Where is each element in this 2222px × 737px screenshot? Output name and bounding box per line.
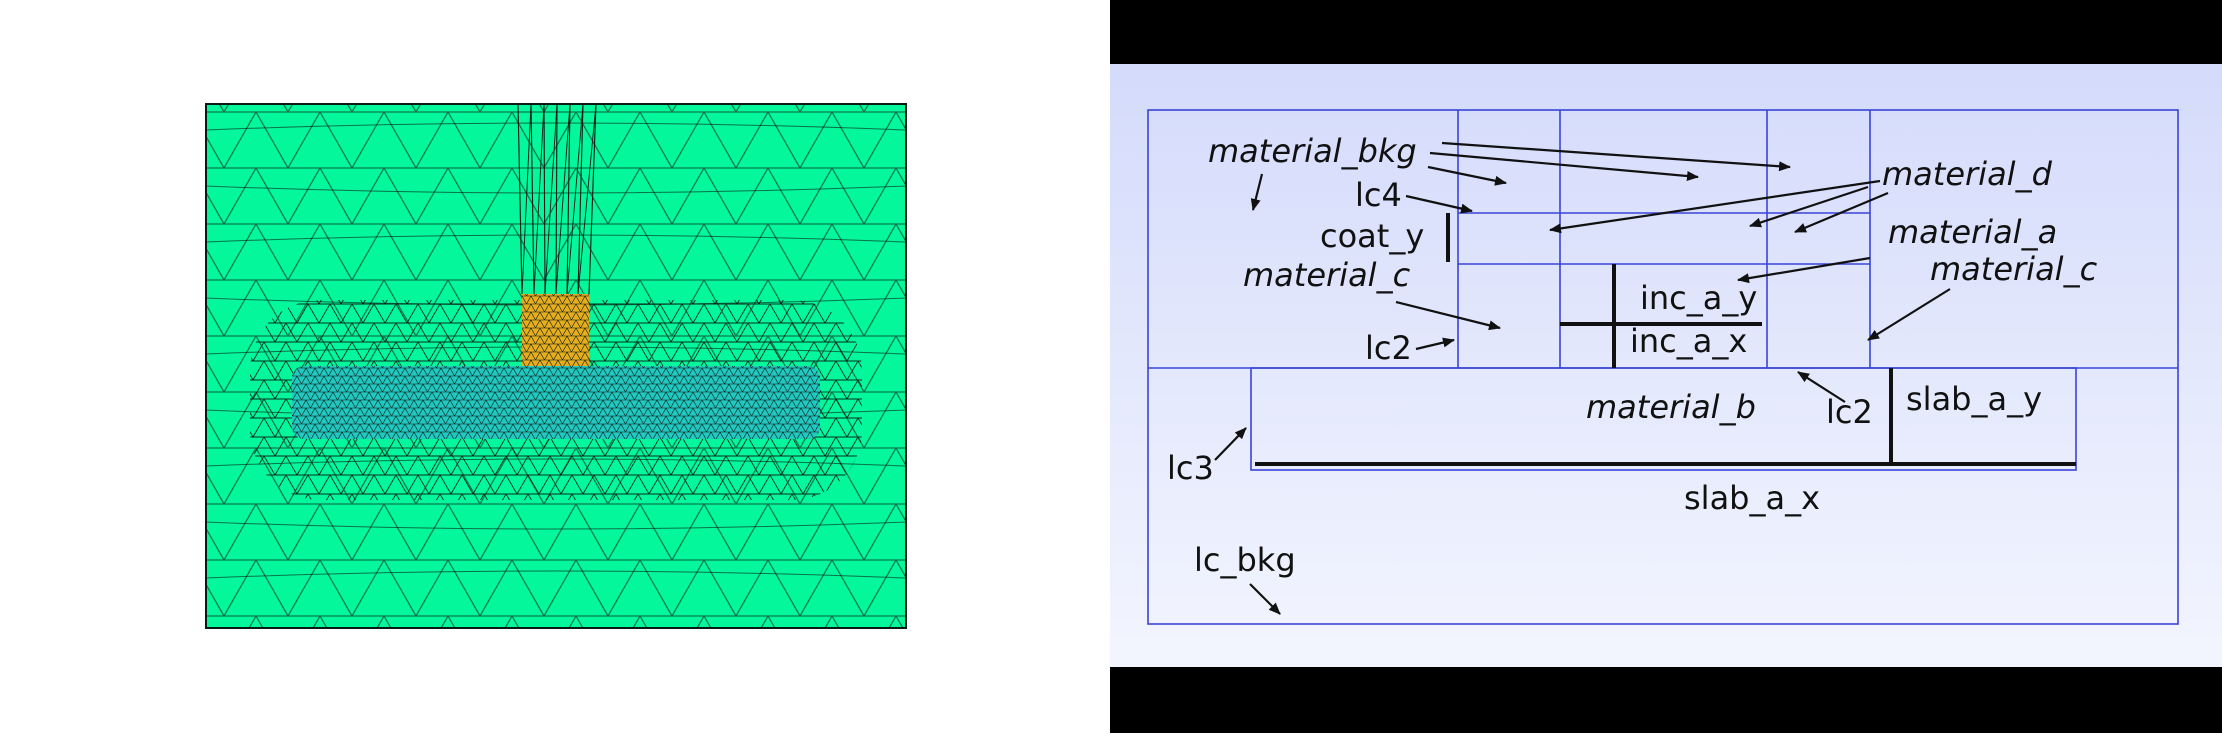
top-band (1110, 0, 2222, 64)
label-inc-a-x: inc_a_x (1630, 322, 1747, 360)
mesh-border (205, 103, 907, 629)
mesh-fan-line (530, 104, 535, 295)
mesh-figure (205, 103, 907, 629)
mesh-fan-diagonal (555, 104, 571, 295)
mesh-fan-diagonal (577, 104, 597, 295)
label-slab-a-x: slab_a_x (1684, 479, 1820, 517)
mesh-fan-diagonal (533, 104, 545, 295)
arrow-d-2 (1749, 185, 1869, 228)
arrow-c-right (1867, 288, 1951, 341)
label-slab-a-y: slab_a_y (1906, 380, 2042, 418)
mesh-fan-line (543, 104, 546, 295)
mesh-stretched-elements (517, 104, 597, 295)
arrow-lc4 (1405, 194, 1473, 214)
schematic-panel: material_bkg material_d lc4 coat_y mater… (1110, 0, 2222, 733)
mesh-fan-diagonal (544, 104, 558, 295)
mesh-fan-line (566, 104, 571, 295)
label-lc3: lc3 (1167, 449, 1214, 487)
arrow-d-3 (1794, 191, 1889, 234)
label-lc4: lc4 (1355, 176, 1402, 214)
schematic-figure: material_bkg material_d lc4 coat_y mater… (1110, 0, 2222, 733)
arrow-lc2-right (1797, 371, 1846, 403)
mesh-fan-line (588, 104, 597, 295)
label-material-bkg: material_bkg (1208, 132, 1417, 170)
mesh-fan-line (555, 104, 558, 295)
mesh-fan-line (577, 104, 584, 295)
outer-frame (1147, 109, 2179, 625)
label-material-b: material_b (1586, 388, 1756, 426)
arrow-lc3 (1214, 427, 1247, 461)
arrow-lc2-left (1415, 337, 1455, 351)
label-lc2-left: lc2 (1365, 329, 1412, 367)
arrow-d-1 (1549, 179, 1881, 234)
label-material-c-left: material_c (1243, 256, 1411, 294)
mesh-fan-line (517, 104, 523, 295)
label-inc-a-y: inc_a_y (1640, 279, 1757, 317)
arrow-bkg-2 (1429, 151, 1699, 181)
arrow-bkg-3 (1427, 165, 1507, 186)
arrow-bkg-1 (1441, 141, 1791, 172)
arrow-bkg-4 (1250, 173, 1264, 211)
label-material-c-right: material_c (1930, 250, 2098, 288)
mesh-fan-diagonal (521, 104, 532, 295)
label-lc-bkg: lc_bkg (1194, 541, 1296, 579)
arrow-lc-bkg (1249, 583, 1281, 615)
mesh-fan-diagonal (566, 104, 584, 295)
slab-box (1250, 367, 2077, 471)
label-lc2-right: lc2 (1826, 393, 1873, 431)
bottom-band (1110, 667, 2222, 733)
label-material-d: material_d (1882, 155, 2053, 193)
label-material-a: material_a (1888, 213, 2057, 251)
arrow-c-left (1395, 300, 1501, 331)
arrow-a (1737, 256, 1871, 284)
mesh-panel (0, 0, 1110, 733)
label-coat-y: coat_y (1320, 217, 1424, 255)
schematic-background (1110, 64, 2222, 667)
